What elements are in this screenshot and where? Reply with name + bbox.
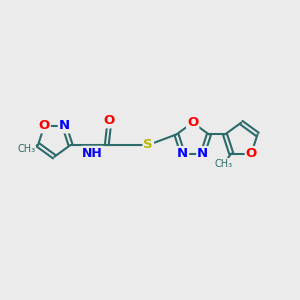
Text: NH: NH (82, 147, 103, 160)
Text: S: S (143, 139, 153, 152)
Text: CH₃: CH₃ (215, 158, 233, 169)
Text: N: N (59, 119, 70, 132)
Text: O: O (39, 119, 50, 132)
Text: O: O (187, 116, 198, 129)
Text: N: N (177, 147, 188, 160)
Text: O: O (103, 114, 114, 127)
Text: N: N (197, 147, 208, 160)
Text: CH₃: CH₃ (17, 144, 35, 154)
Text: O: O (246, 147, 257, 160)
